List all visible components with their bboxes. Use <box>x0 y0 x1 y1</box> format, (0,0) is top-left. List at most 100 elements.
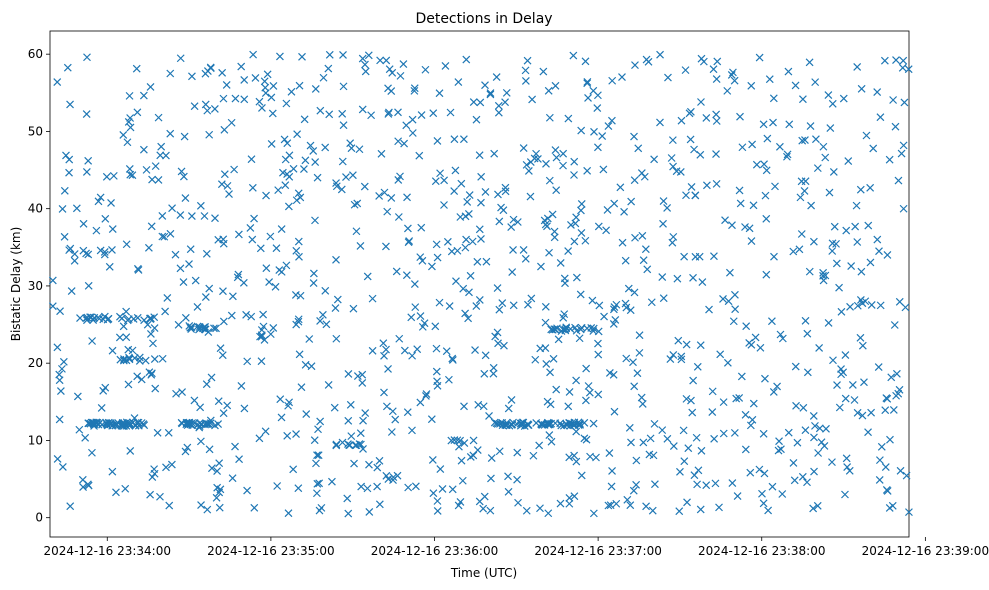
detection-point <box>562 323 571 332</box>
detection-point <box>829 356 837 365</box>
detection-point <box>215 459 224 468</box>
detection-point <box>851 222 860 231</box>
detection-point <box>666 355 675 363</box>
detection-point <box>314 451 323 460</box>
detection-point <box>723 86 732 95</box>
detection-point <box>876 301 885 310</box>
detection-point <box>297 383 306 392</box>
detection-point <box>119 131 128 139</box>
detection-point <box>881 463 890 471</box>
detection-point <box>150 355 159 363</box>
detection-point <box>150 469 159 478</box>
detection-point <box>858 411 867 420</box>
detection-point <box>877 442 886 451</box>
detection-point <box>177 167 186 176</box>
detection-point <box>616 183 625 192</box>
detection-point <box>179 278 188 286</box>
detection-point <box>274 186 283 195</box>
detection-point <box>166 129 175 138</box>
detection-point <box>461 309 470 318</box>
detection-point <box>100 247 109 256</box>
detection-point <box>65 155 74 164</box>
detection-point <box>108 245 116 254</box>
detection-point <box>250 503 259 512</box>
detection-point <box>741 410 750 419</box>
detection-point <box>866 183 875 192</box>
detection-point <box>604 501 613 510</box>
detection-point <box>429 489 438 498</box>
detection-point <box>338 157 347 166</box>
detection-point <box>811 421 819 430</box>
detection-point <box>160 232 169 241</box>
detection-point <box>347 144 356 153</box>
detection-point <box>103 420 111 429</box>
detection-point <box>350 200 359 209</box>
detection-point <box>243 357 252 366</box>
detection-point <box>344 369 353 378</box>
detection-point <box>813 501 822 510</box>
detection-point <box>262 191 270 200</box>
detection-point <box>147 222 156 231</box>
detection-point <box>59 357 68 366</box>
detection-point <box>856 333 865 342</box>
detection-point <box>251 74 260 82</box>
detection-point <box>507 396 516 404</box>
detection-point <box>389 476 397 484</box>
detection-point <box>100 312 109 321</box>
detection-point <box>261 83 270 92</box>
detection-point <box>146 315 155 324</box>
detection-point <box>830 222 839 231</box>
detection-point <box>345 441 354 450</box>
detection-point <box>637 169 646 178</box>
detection-point <box>576 325 585 334</box>
detection-point <box>887 373 896 382</box>
detection-point <box>363 484 372 493</box>
detection-point <box>316 317 325 325</box>
detection-point <box>313 173 322 182</box>
detection-point <box>410 86 419 95</box>
detection-point <box>612 300 621 309</box>
detection-point <box>668 238 677 247</box>
detection-point <box>436 169 445 178</box>
detection-point <box>669 442 678 450</box>
detection-point <box>803 478 811 487</box>
detection-point <box>798 472 807 481</box>
detection-point <box>680 457 689 466</box>
detection-point <box>559 161 567 170</box>
detection-point <box>634 144 643 153</box>
detection-point <box>544 86 553 95</box>
detection-point <box>440 176 449 185</box>
detection-point <box>400 139 409 148</box>
detection-point <box>344 416 353 425</box>
detection-point <box>647 298 656 307</box>
detection-point <box>848 381 857 389</box>
detection-point <box>846 302 854 311</box>
detection-point <box>120 422 128 431</box>
detection-point <box>444 375 453 384</box>
detection-point <box>747 340 756 349</box>
detection-point <box>769 118 777 127</box>
detection-point <box>713 57 722 66</box>
detection-point <box>778 490 787 498</box>
detection-point <box>847 262 856 271</box>
detection-point <box>761 374 769 383</box>
detection-point <box>140 316 149 325</box>
detection-point <box>564 402 573 411</box>
detection-point <box>741 445 750 454</box>
detection-point <box>465 288 473 297</box>
detection-point <box>844 157 853 166</box>
detection-point <box>789 247 798 256</box>
detection-point <box>318 310 327 319</box>
detection-point <box>679 426 688 435</box>
detection-point <box>294 237 303 246</box>
detection-point <box>403 408 412 417</box>
detection-point <box>276 52 284 61</box>
detection-point <box>440 201 448 209</box>
detection-point <box>466 453 475 461</box>
detection-point <box>630 382 639 391</box>
detection-point <box>685 109 694 118</box>
detection-point <box>521 77 530 85</box>
detection-point <box>875 456 884 465</box>
detection-point <box>285 172 294 181</box>
detection-point <box>689 376 698 385</box>
